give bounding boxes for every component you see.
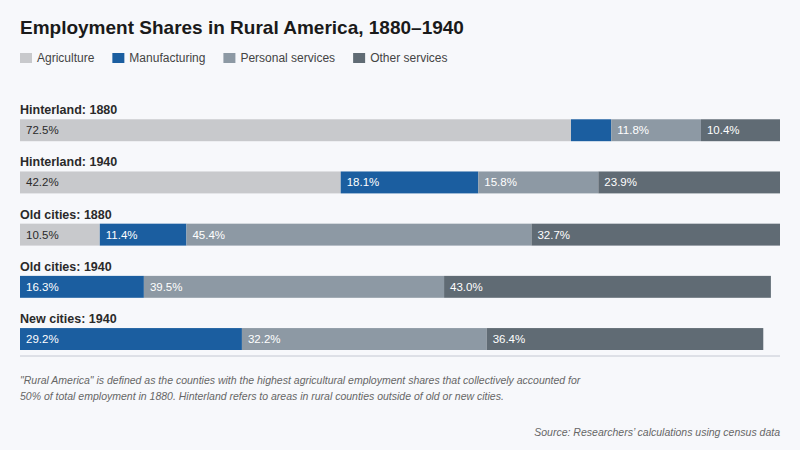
legend-swatch xyxy=(20,53,32,63)
bar-segment xyxy=(242,328,487,350)
bar-segment xyxy=(598,171,780,193)
bar-segment xyxy=(701,119,780,141)
data-label: 18.1% xyxy=(347,176,380,188)
data-label: 36.4% xyxy=(493,333,526,345)
data-label: 29.2% xyxy=(26,333,59,345)
category-label: Old cities: 1940 xyxy=(20,260,112,274)
data-label: 72.5% xyxy=(26,124,59,136)
data-label: 45.4% xyxy=(192,229,225,241)
title: Employment Shares in Rural America, 1880… xyxy=(20,17,464,38)
legend-entry: Personal services xyxy=(240,51,335,65)
legend-entry: Manufacturing xyxy=(129,51,205,65)
bar-segment xyxy=(20,171,341,193)
bar-segment xyxy=(20,276,144,298)
chart: Employment Shares in Rural America, 1880… xyxy=(0,0,800,450)
legend: Agriculture Manufacturing Personal service… xyxy=(20,51,447,65)
legend-swatch xyxy=(112,53,124,63)
bar-segment xyxy=(100,224,187,246)
category-label: Old cities: 1880 xyxy=(20,208,112,222)
legend-swatch xyxy=(353,53,365,63)
data-label: 32.2% xyxy=(248,333,281,345)
data-label: 32.7% xyxy=(537,229,570,241)
bar-segment xyxy=(186,224,531,246)
background xyxy=(0,0,800,450)
labels: Hinterland: 1880 72.5% 11.8% 10.4% Hinterlan… xyxy=(20,103,740,345)
category-label: Hinterland: 1880 xyxy=(20,103,117,117)
data-label: 43.0% xyxy=(450,281,483,293)
bar-segment xyxy=(531,224,780,246)
bar-segment xyxy=(20,328,242,350)
annotation: 50% of total employment in 1880. Hinterl… xyxy=(20,390,504,402)
bar-segment xyxy=(144,276,444,298)
data-label: 10.4% xyxy=(707,124,740,136)
bar-segment xyxy=(487,328,764,350)
category-label: Hinterland: 1940 xyxy=(20,155,117,169)
data-label: 23.9% xyxy=(604,176,637,188)
annotation: "Rural America" is defined as the counti… xyxy=(20,374,581,386)
data-label: 11.4% xyxy=(106,229,138,241)
bar-segment xyxy=(341,171,479,193)
bar-segment xyxy=(20,224,100,246)
legend-entry: Other services xyxy=(370,51,447,65)
bar-segment xyxy=(20,119,571,141)
data-label: 15.8% xyxy=(484,176,517,188)
legend-swatch xyxy=(223,53,235,63)
bar-segment xyxy=(478,171,598,193)
annotation: Source: Researchers’ calculations using … xyxy=(534,426,780,438)
data-label: 16.3% xyxy=(26,281,59,293)
bar-segment xyxy=(571,119,611,141)
legend-entry: Agriculture xyxy=(37,51,95,65)
data-label: 11.8% xyxy=(617,124,649,136)
x-axis-line xyxy=(20,356,780,357)
category-label: New cities: 1940 xyxy=(20,312,117,326)
bar-segment xyxy=(444,276,771,298)
data-label: 10.5% xyxy=(26,229,59,241)
data-label: 42.2% xyxy=(26,176,59,188)
bar-segment xyxy=(611,119,701,141)
bars xyxy=(20,119,780,350)
data-label: 39.5% xyxy=(150,281,183,293)
